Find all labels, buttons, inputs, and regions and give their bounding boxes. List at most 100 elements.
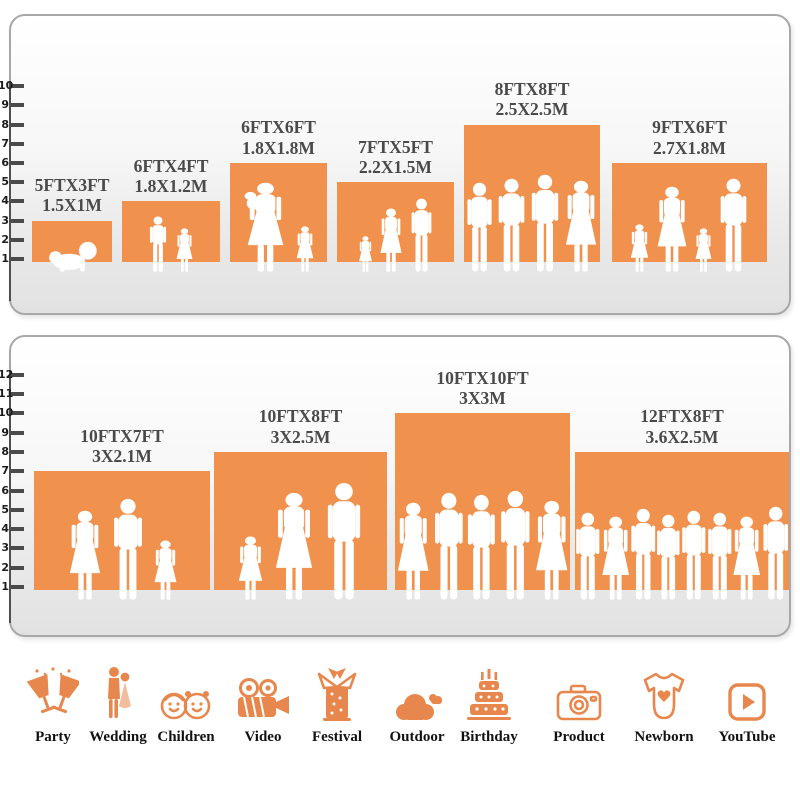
- size-ft: 6FTX4FT: [133, 155, 209, 176]
- person-girl-silhouette: [296, 226, 313, 272]
- y-axis-tick-label: 2: [1, 560, 9, 574]
- people-silhouettes: [395, 490, 570, 600]
- category-label: YouTube: [718, 729, 776, 745]
- festival-icon: [291, 663, 383, 723]
- category-item-wedding: Wedding: [72, 663, 164, 746]
- backdrop-size-label: 10FTX7FT 3X2.1M: [80, 426, 164, 467]
- category-label: Video: [244, 729, 282, 745]
- category-item-birthday: Birthday: [443, 663, 535, 746]
- people-silhouettes: [230, 182, 327, 272]
- people-silhouettes: [337, 198, 454, 272]
- size-m: 3X2.1M: [92, 445, 152, 466]
- y-axis-tick-label: 12: [0, 367, 13, 381]
- person-man-silhouette: [631, 508, 656, 600]
- person-woman-silhouette: [379, 208, 402, 272]
- y-axis-tick: [11, 585, 24, 589]
- size-m: 1.5X1M: [42, 195, 102, 216]
- person-man-silhouette: [113, 498, 142, 600]
- y-axis-tick: [11, 372, 24, 377]
- size-ft: 5FTX3FT: [34, 175, 110, 196]
- y-axis-tick: [11, 469, 24, 474]
- size-ft: 6FTX6FT: [241, 117, 316, 138]
- birthday-icon: [443, 663, 535, 723]
- y-axis-tick: [11, 84, 24, 89]
- category-item-video: Video: [217, 663, 309, 746]
- y-axis-tick-label: 4: [1, 522, 9, 536]
- y-axis-tick-label: 1: [1, 580, 9, 593]
- y-axis-tick: [11, 565, 24, 570]
- y-axis: [9, 82, 11, 301]
- category-label: Festival: [312, 729, 362, 745]
- newborn-icon: [618, 663, 710, 723]
- category-item-children: Children: [140, 663, 232, 746]
- backdrop-bar-10ftx7ft: [34, 471, 210, 600]
- video-icon: [217, 663, 309, 723]
- category-item-newborn: Newborn: [618, 663, 710, 746]
- person-man-silhouette: [682, 510, 706, 600]
- youtube-icon: [701, 663, 793, 723]
- y-axis-tick: [11, 449, 24, 454]
- person-woman-silhouette: [397, 502, 429, 600]
- people-silhouettes: [612, 178, 767, 272]
- y-axis-tick: [11, 411, 24, 416]
- y-axis-tick: [11, 546, 24, 551]
- backdrop-bar-12ftx8ft: [575, 451, 789, 600]
- backdrop-bar-6ftx6ft: [230, 163, 327, 272]
- category-item-festival: Festival: [291, 663, 383, 746]
- size-ft: 10FTX10FT: [436, 367, 529, 388]
- backdrop-bar-5ftx3ft: [32, 220, 112, 272]
- y-axis-tick: [11, 103, 24, 108]
- people-silhouettes: [122, 216, 220, 272]
- person-girl-silhouette: [630, 224, 649, 272]
- y-axis-tick-label: 3: [1, 213, 9, 227]
- person-woman-silhouette: [69, 510, 100, 600]
- person-man-silhouette: [411, 198, 431, 272]
- person-man-silhouette: [434, 492, 463, 600]
- person-woman-silhouette: [601, 516, 629, 600]
- backdrop-size-label: 6FTX4FT 1.8X1.2M: [134, 156, 209, 197]
- y-axis-tick: [11, 218, 24, 223]
- backdrop-size-label: 5FTX3FT 1.5X1M: [35, 175, 110, 216]
- y-axis-tick: [11, 257, 24, 261]
- size-m: 3.6X2.5M: [645, 426, 719, 447]
- people-silhouettes: [464, 174, 600, 272]
- y-axis-tick: [11, 199, 24, 204]
- category-label: Product: [553, 729, 605, 745]
- person-man-silhouette: [763, 506, 788, 600]
- category-item-party: Party: [7, 663, 99, 746]
- backdrop-size-label: 6FTX6FT 1.8X1.8M: [241, 117, 316, 158]
- backdrop-bar-7ftx5ft: [337, 182, 454, 272]
- category-label: Wedding: [89, 729, 147, 745]
- y-axis-tick-label: 10: [0, 79, 13, 93]
- people-silhouettes: [32, 238, 112, 272]
- y-axis-tick: [11, 527, 24, 532]
- wedding-icon: [72, 663, 164, 723]
- person-man-silhouette: [531, 174, 559, 272]
- people-silhouettes: [214, 482, 387, 600]
- size-ft: 7FTX5FT: [358, 136, 433, 157]
- y-axis-tick-label: 8: [1, 444, 9, 458]
- person-girl-silhouette: [176, 228, 193, 272]
- y-axis-tick: [11, 237, 24, 242]
- backdrop-size-label: 7FTX5FT 2.2X1.5M: [358, 137, 433, 178]
- person-man-silhouette: [468, 494, 496, 600]
- person-man-silhouette: [498, 178, 525, 272]
- category-item-product: Product: [533, 663, 625, 746]
- category-label: Birthday: [460, 729, 518, 745]
- y-axis-tick-label: 6: [1, 156, 9, 169]
- y-axis-tick-label: 2: [1, 232, 9, 246]
- backdrop-size-label: 12FTX8FT 3.6X2.5M: [640, 406, 724, 447]
- y-axis-tick: [11, 122, 24, 127]
- product-icon: [533, 663, 625, 723]
- person-girl-silhouette: [358, 236, 372, 272]
- y-axis: [9, 370, 11, 623]
- person-man-silhouette: [327, 482, 361, 600]
- y-axis-tick-label: 1: [1, 252, 9, 265]
- size-m: 3X2.5M: [270, 426, 331, 447]
- size-ft: 8FTX8FT: [494, 79, 570, 100]
- y-axis-tick-label: 4: [1, 194, 9, 208]
- backdrop-bar-10ftx10ft: [395, 413, 570, 600]
- person-baby-silhouette: [48, 241, 97, 272]
